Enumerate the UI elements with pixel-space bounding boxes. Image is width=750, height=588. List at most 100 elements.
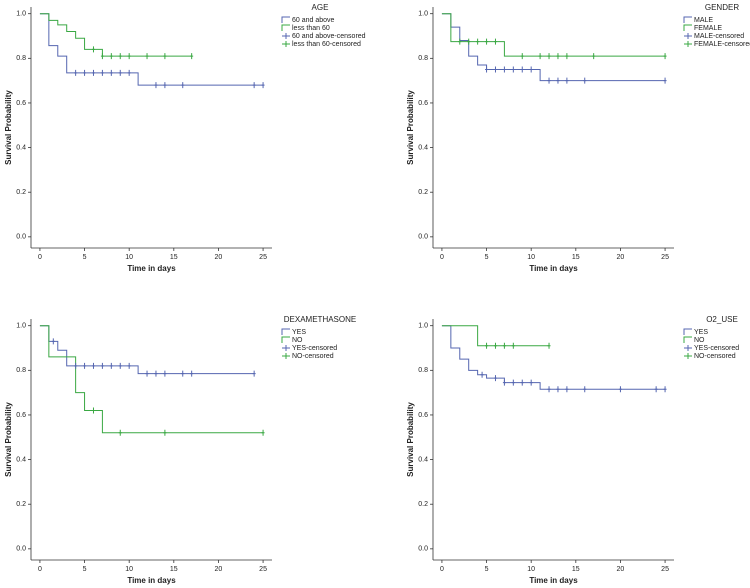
x-tick-label: 20	[215, 254, 223, 261]
y-tick-label: 1.0	[16, 323, 26, 330]
censored-mark	[565, 386, 569, 393]
x-tick-label: 0	[38, 566, 42, 573]
y-tick-label: 0.4	[16, 456, 26, 463]
censored-mark	[502, 342, 506, 349]
survival-step-line	[39, 325, 264, 434]
x-axis-title: Time in days	[127, 264, 176, 273]
legend-icon	[282, 345, 290, 351]
legend-icon	[282, 33, 290, 39]
censored-mark	[485, 342, 489, 349]
x-tick-label: 0	[440, 254, 444, 261]
x-tick-label: 25	[259, 254, 267, 261]
censored-mark	[458, 38, 462, 45]
censored-mark	[547, 386, 551, 393]
legend-label: FEMALE-censored	[694, 41, 750, 48]
censored-mark	[100, 362, 104, 369]
chart-panel: 0.0 0.2 0.4 0.6 0.8 1.0 0 5 10 15 20 25 Time in days…	[406, 315, 739, 585]
censored-mark	[511, 379, 515, 386]
censored-mark	[261, 429, 265, 436]
censored-mark	[485, 66, 489, 73]
censored-mark	[118, 429, 122, 436]
censored-mark	[547, 342, 551, 349]
censored-mark	[74, 362, 78, 369]
legend-label: less than 60-censored	[292, 41, 361, 48]
x-tick-label: 5	[83, 566, 87, 573]
legend-title: DEXAMETHASONE	[284, 315, 356, 324]
legend-label: MALE-censored	[694, 33, 744, 40]
chart-panel: 0.0 0.2 0.4 0.6 0.8 1.0 0 5 10 15 20 25 Time in days…	[4, 315, 356, 585]
x-tick-label: 20	[617, 566, 625, 573]
censored-mark	[261, 82, 265, 89]
legend-icon	[281, 24, 290, 31]
censored-mark	[520, 66, 524, 73]
censored-mark	[618, 386, 622, 393]
x-tick-label: 5	[485, 254, 489, 261]
survival-step-line	[441, 13, 666, 82]
censored-mark	[109, 362, 113, 369]
legend-icon	[281, 328, 290, 335]
x-tick-label: 5	[485, 566, 489, 573]
survival-step-line	[441, 325, 550, 347]
censored-mark	[556, 77, 560, 84]
y-tick-label: 0.8	[418, 55, 428, 62]
legend-icon	[684, 41, 692, 47]
censored-mark	[91, 69, 95, 76]
survival-step-line	[39, 325, 255, 375]
x-axis-title: Time in days	[529, 264, 578, 273]
legend-icon	[282, 353, 290, 359]
x-tick-label: 25	[661, 254, 669, 261]
legend-icon	[684, 353, 692, 359]
censored-mark	[485, 38, 489, 45]
x-tick-label: 10	[125, 566, 133, 573]
y-tick-label: 0.4	[16, 144, 26, 151]
x-tick-label: 25	[259, 566, 267, 573]
y-tick-label: 0.2	[418, 501, 428, 508]
censored-mark	[538, 53, 542, 60]
censored-mark	[118, 69, 122, 76]
censored-mark	[154, 82, 158, 89]
x-tick-label: 15	[572, 254, 580, 261]
y-tick-label: 0.8	[16, 367, 26, 374]
x-tick-label: 20	[215, 566, 223, 573]
censored-mark	[556, 386, 560, 393]
y-tick-label: 0.2	[418, 189, 428, 196]
legend-icon	[683, 328, 692, 335]
x-tick-label: 20	[617, 254, 625, 261]
censored-mark	[547, 77, 551, 84]
x-axis-title: Time in days	[127, 576, 176, 585]
legend-icon	[684, 33, 692, 39]
legend-label: NO-censored	[694, 353, 736, 360]
censored-mark	[91, 362, 95, 369]
censored-mark	[91, 407, 95, 414]
survival-step-line	[441, 325, 666, 390]
censored-mark	[467, 38, 471, 45]
censored-mark	[109, 53, 113, 60]
censored-mark	[583, 77, 587, 84]
censored-mark	[127, 69, 131, 76]
legend-label: 60 and above-censored	[292, 33, 366, 40]
y-tick-label: 0.8	[418, 367, 428, 374]
censored-mark	[583, 386, 587, 393]
censored-mark	[74, 69, 78, 76]
censored-mark	[529, 66, 533, 73]
y-tick-label: 0.0	[418, 234, 428, 241]
censored-mark	[511, 66, 515, 73]
x-tick-label: 10	[527, 254, 535, 261]
y-axis-title: Survival Probability	[4, 402, 13, 477]
censored-mark	[547, 53, 551, 60]
censored-mark	[100, 69, 104, 76]
censored-mark	[109, 69, 113, 76]
censored-mark	[91, 46, 95, 53]
x-tick-label: 15	[170, 566, 178, 573]
legend-icon	[683, 16, 692, 23]
censored-mark	[127, 362, 131, 369]
legend-icon	[683, 336, 692, 343]
censored-mark	[493, 66, 497, 73]
legend-label: YES-censored	[694, 345, 739, 352]
censored-mark	[252, 82, 256, 89]
y-tick-label: 0.8	[16, 55, 26, 62]
legend-label: YES	[694, 329, 708, 336]
x-tick-label: 0	[38, 254, 42, 261]
censored-mark	[511, 342, 515, 349]
